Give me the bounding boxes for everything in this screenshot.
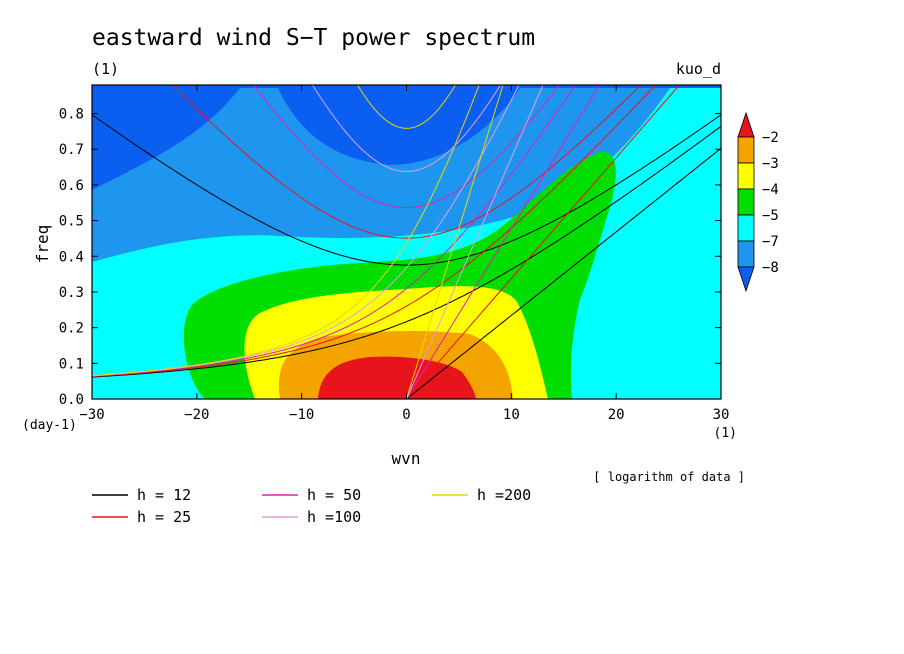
- y-tick-label: 0.1: [59, 356, 84, 372]
- mixed-rossby-gravity-curve-h25: [92, 85, 657, 378]
- colorbar-segment: [737, 162, 755, 190]
- colorbar-label: −4: [762, 182, 779, 198]
- colorbar-bottom-arrow: [737, 266, 755, 293]
- mixed-rossby-gravity-curve-h50: [92, 85, 577, 377]
- x-tick-label: 20: [608, 407, 625, 423]
- legend-label-h100: h =100: [307, 508, 361, 526]
- contour-fill-6: [318, 356, 476, 399]
- chart-subtitle-left: (1): [92, 60, 119, 78]
- y-axis: 0.0 0.1 0.2 0.3 0.4 0.5 0.6 0.7 0.8: [59, 107, 721, 408]
- mixed-rossby-gravity-curve-h12: [92, 125, 721, 378]
- x-tick-label: 0: [402, 407, 410, 423]
- legend: h = 12 h = 25 h = 50 h =100 h =200: [92, 486, 531, 526]
- colorbar-segment: [737, 136, 755, 164]
- inertia-gravity-curve-h100: [311, 85, 502, 172]
- kelvin-curve-h50: [406, 85, 601, 399]
- colorbar-segment: [737, 188, 755, 216]
- x-tick-label: −30: [79, 407, 104, 423]
- colorbar-segment: [737, 240, 755, 268]
- kelvin-curve-h200: [406, 85, 504, 399]
- mixed-rossby-gravity-curve-h200: [92, 85, 480, 377]
- colorbar-label: −3: [762, 156, 779, 172]
- colorbar-label: −8: [762, 260, 779, 276]
- data-note: [ logarithm of data ]: [593, 470, 745, 484]
- y-tick-label: 0.0: [59, 392, 84, 408]
- dispersion-curves: [92, 85, 721, 399]
- legend-label-h50: h = 50: [307, 486, 361, 504]
- kelvin-curve-h25: [406, 85, 681, 399]
- y-tick-label: 0.5: [59, 214, 84, 230]
- colorbar-top-arrow: [737, 111, 755, 138]
- y-axis-unit: (day-1): [22, 418, 77, 433]
- y-tick-label: 0.4: [59, 249, 84, 265]
- colorbar: −2 −3 −4 −5 −7 −8: [737, 111, 779, 293]
- x-tick-label: −10: [289, 407, 314, 423]
- colorbar-label: −2: [762, 130, 779, 146]
- inertia-gravity-curve-h200: [356, 85, 457, 129]
- legend-label-h25: h = 25: [137, 508, 191, 526]
- x-axis-label: wvn: [392, 449, 421, 468]
- y-tick-label: 0.3: [59, 285, 84, 301]
- chart-subtitle-right: kuo_d: [676, 60, 721, 78]
- colorbar-segment: [737, 214, 755, 242]
- y-axis-label: freq: [33, 225, 52, 264]
- inertia-gravity-curve-h25: [171, 85, 642, 239]
- inertia-gravity-curve-h12: [92, 114, 721, 266]
- y-tick-label: 0.6: [59, 178, 84, 194]
- mixed-rossby-gravity-curve-h100: [92, 85, 520, 377]
- chart-title: eastward wind S−T power spectrum: [92, 25, 535, 51]
- x-axis-unit: (1): [714, 426, 737, 441]
- x-tick-label: 30: [713, 407, 730, 423]
- x-axis: −30 −20 −10 0 10 20 30: [79, 85, 729, 423]
- x-tick-label: 10: [503, 407, 520, 423]
- legend-label-h12: h = 12: [137, 486, 191, 504]
- y-tick-label: 0.7: [59, 142, 84, 158]
- colorbar-label: −7: [762, 234, 779, 250]
- plot-area: [92, 85, 721, 399]
- inertia-gravity-curve-h50: [252, 85, 561, 209]
- y-tick-label: 0.2: [59, 321, 84, 337]
- kelvin-curve-h12: [406, 147, 721, 399]
- x-tick-label: −20: [184, 407, 209, 423]
- colorbar-label: −5: [762, 208, 779, 224]
- y-tick-label: 0.8: [59, 107, 84, 123]
- kelvin-curve-h100: [406, 85, 544, 399]
- legend-label-h200: h =200: [477, 486, 531, 504]
